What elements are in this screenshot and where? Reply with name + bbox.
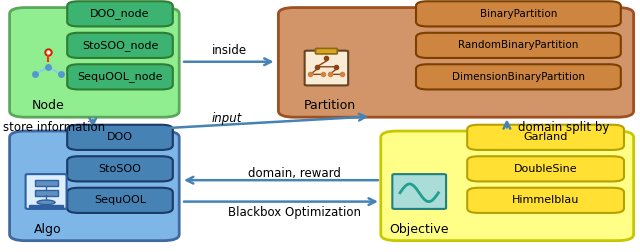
Text: input: input bbox=[212, 112, 243, 125]
Text: Blackbox Optimization: Blackbox Optimization bbox=[228, 206, 361, 219]
FancyBboxPatch shape bbox=[416, 64, 621, 89]
FancyBboxPatch shape bbox=[316, 48, 337, 54]
FancyBboxPatch shape bbox=[26, 174, 67, 209]
Text: StoSOO_node: StoSOO_node bbox=[82, 40, 158, 51]
Text: StoSOO: StoSOO bbox=[99, 164, 141, 174]
Text: DoubleSine: DoubleSine bbox=[514, 164, 577, 174]
FancyBboxPatch shape bbox=[10, 131, 179, 241]
Text: store information: store information bbox=[3, 121, 106, 134]
Text: Objective: Objective bbox=[390, 223, 449, 236]
Text: RandomBinaryPartition: RandomBinaryPartition bbox=[458, 40, 579, 50]
FancyBboxPatch shape bbox=[392, 174, 446, 209]
FancyBboxPatch shape bbox=[278, 8, 634, 117]
Text: SequOOL: SequOOL bbox=[94, 195, 146, 205]
FancyBboxPatch shape bbox=[67, 1, 173, 26]
Text: Partition: Partition bbox=[303, 99, 356, 112]
FancyBboxPatch shape bbox=[67, 125, 173, 150]
Text: DOO_node: DOO_node bbox=[90, 8, 150, 19]
FancyBboxPatch shape bbox=[305, 51, 348, 85]
Text: Himmelblau: Himmelblau bbox=[512, 195, 579, 205]
FancyBboxPatch shape bbox=[67, 156, 173, 181]
Text: SequOOL_node: SequOOL_node bbox=[77, 71, 163, 82]
Text: Garland: Garland bbox=[524, 132, 568, 142]
FancyBboxPatch shape bbox=[467, 188, 624, 213]
Text: Algo: Algo bbox=[34, 223, 62, 236]
Text: Node: Node bbox=[31, 99, 65, 112]
FancyBboxPatch shape bbox=[416, 1, 621, 26]
Text: domain, reward: domain, reward bbox=[248, 167, 341, 180]
Text: inside: inside bbox=[212, 44, 246, 57]
FancyBboxPatch shape bbox=[67, 188, 173, 213]
FancyBboxPatch shape bbox=[35, 180, 58, 186]
Text: DOO: DOO bbox=[107, 132, 133, 142]
FancyBboxPatch shape bbox=[381, 131, 634, 241]
FancyBboxPatch shape bbox=[467, 156, 624, 181]
Text: domain split by: domain split by bbox=[518, 121, 609, 134]
FancyBboxPatch shape bbox=[467, 125, 624, 150]
Text: BinaryPartition: BinaryPartition bbox=[480, 9, 557, 19]
FancyBboxPatch shape bbox=[35, 190, 58, 196]
FancyBboxPatch shape bbox=[67, 64, 173, 89]
FancyBboxPatch shape bbox=[29, 205, 63, 208]
FancyBboxPatch shape bbox=[67, 33, 173, 58]
FancyBboxPatch shape bbox=[10, 8, 179, 117]
Text: DimensionBinaryPartition: DimensionBinaryPartition bbox=[452, 72, 585, 82]
FancyBboxPatch shape bbox=[416, 33, 621, 58]
Ellipse shape bbox=[37, 200, 55, 205]
